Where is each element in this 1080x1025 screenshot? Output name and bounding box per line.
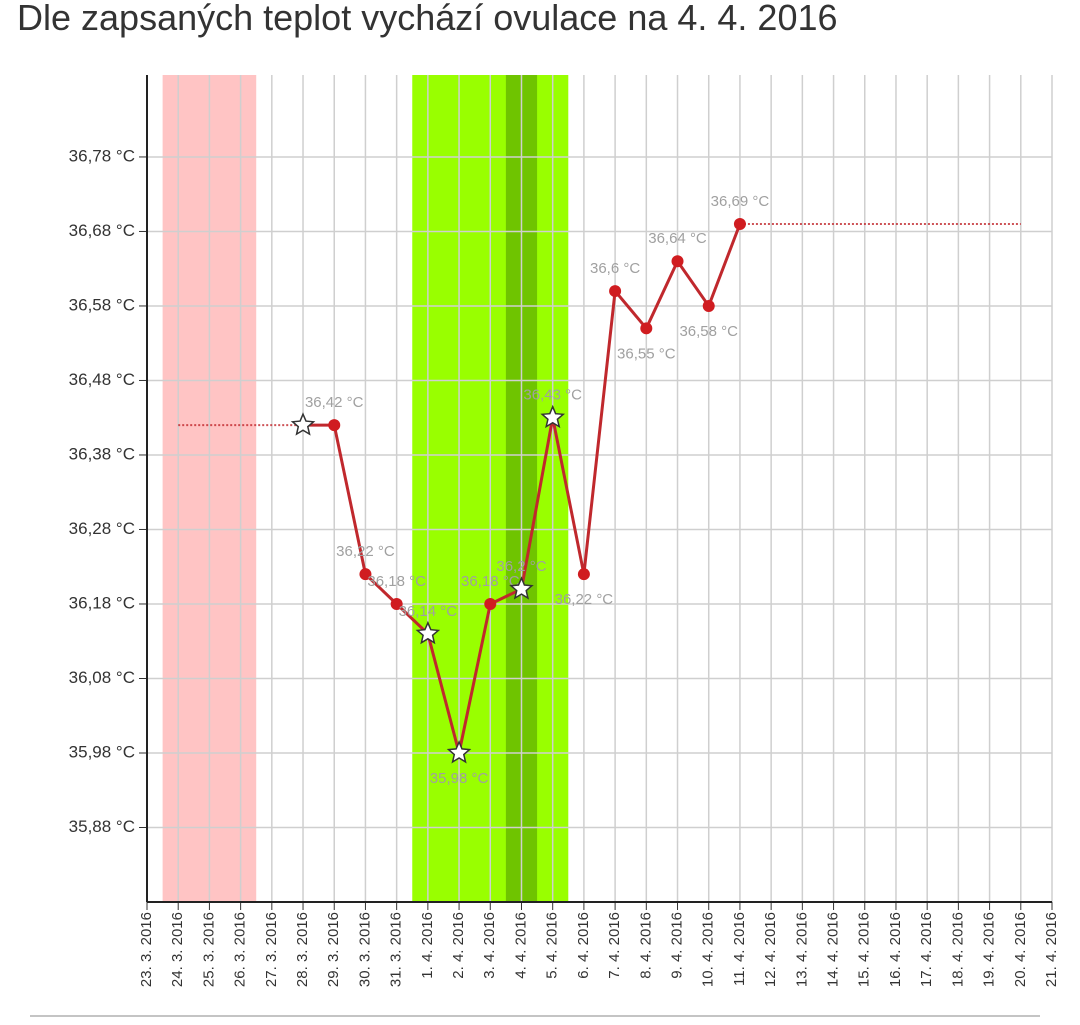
point: [640, 322, 653, 335]
x-tick-label: 21. 4. 2016: [1043, 912, 1060, 987]
x-tick-label: 25. 3. 2016: [200, 912, 217, 987]
x-tick-label: 11. 4. 2016: [731, 912, 748, 986]
y-tick-label: 36,38 °C: [69, 444, 135, 463]
x-tick-label: 23. 3. 2016: [138, 912, 155, 987]
value-label: 36,69 °C: [711, 193, 770, 210]
y-tick-label: 36,58 °C: [69, 295, 135, 314]
point: [609, 285, 622, 298]
x-tick-label: 1. 4. 2016: [419, 912, 436, 979]
point: [671, 255, 684, 268]
value-label: 36,2 °C: [496, 558, 546, 575]
value-label: 36,18 °C: [367, 573, 426, 590]
point: [359, 568, 372, 581]
x-tick-label: 2. 4. 2016: [450, 912, 467, 979]
y-tick-label: 35,88 °C: [69, 817, 135, 836]
x-tick-label: 29. 3. 2016: [325, 912, 342, 987]
x-tick-label: 5. 4. 2016: [544, 912, 561, 979]
value-label: 35,98 °C: [430, 770, 489, 787]
point: [733, 218, 746, 231]
value-label: 36,55 °C: [617, 345, 676, 362]
point: [577, 568, 590, 581]
x-tick-label: 28. 3. 2016: [294, 912, 311, 987]
y-tick-label: 35,98 °C: [69, 742, 135, 761]
x-tick-label: 6. 4. 2016: [575, 912, 592, 979]
x-tick-label: 20. 4. 2016: [1012, 912, 1029, 987]
x-tick-label: 27. 3. 2016: [263, 912, 280, 987]
star-marker: [540, 404, 566, 429]
point: [390, 597, 403, 610]
x-tick-label: 24. 3. 2016: [169, 912, 186, 987]
x-tick-label: 31. 3. 2016: [388, 912, 405, 987]
x-tick-label: 17. 4. 2016: [918, 912, 935, 987]
x-tick-label: 13. 4. 2016: [793, 912, 810, 987]
point: [484, 597, 497, 610]
x-tick-label: 16. 4. 2016: [887, 912, 904, 987]
y-tick-label: 36,18 °C: [69, 593, 135, 612]
value-label: 36,42 °C: [305, 394, 364, 411]
star-marker: [415, 620, 441, 645]
value-label: 36,6 °C: [590, 260, 640, 277]
chart-title: Dle zapsaných teplot vychází ovulace na …: [17, 0, 838, 38]
y-tick-label: 36,68 °C: [69, 221, 135, 240]
x-tick-label: 7. 4. 2016: [606, 912, 623, 979]
value-label: 36,22 °C: [336, 543, 395, 560]
y-tick-label: 36,08 °C: [69, 668, 135, 687]
x-tick-label: 30. 3. 2016: [356, 912, 373, 987]
x-tick-label: 19. 4. 2016: [981, 912, 998, 987]
x-tick-label: 26. 3. 2016: [232, 912, 249, 987]
x-tick-label: 3. 4. 2016: [481, 912, 498, 979]
x-tick-label: 4. 4. 2016: [512, 912, 529, 979]
star-marker: [446, 740, 472, 764]
point: [328, 419, 341, 432]
value-label: 36,18 °C: [461, 573, 520, 590]
x-tick-label: 15. 4. 2016: [856, 912, 873, 987]
x-tick-label: 9. 4. 2016: [668, 912, 685, 979]
star-marker: [290, 412, 316, 436]
x-tick-label: 8. 4. 2016: [637, 912, 654, 979]
point: [702, 299, 715, 312]
value-label: 36,43 °C: [523, 387, 582, 404]
x-tick-label: 14. 4. 2016: [825, 912, 842, 987]
value-label: 36,22 °C: [555, 591, 614, 608]
y-tick-label: 36,28 °C: [69, 519, 135, 538]
value-label: 36,14 °C: [399, 603, 458, 620]
value-label: 36,58 °C: [679, 323, 738, 340]
y-tick-label: 36,78 °C: [69, 146, 135, 165]
x-tick-label: 10. 4. 2016: [700, 912, 717, 987]
x-tick-label: 12. 4. 2016: [762, 912, 779, 987]
x-tick-label: 18. 4. 2016: [949, 912, 966, 987]
value-label: 36,64 °C: [648, 230, 707, 247]
y-tick-label: 36,48 °C: [69, 370, 135, 389]
star-marker: [509, 576, 534, 600]
